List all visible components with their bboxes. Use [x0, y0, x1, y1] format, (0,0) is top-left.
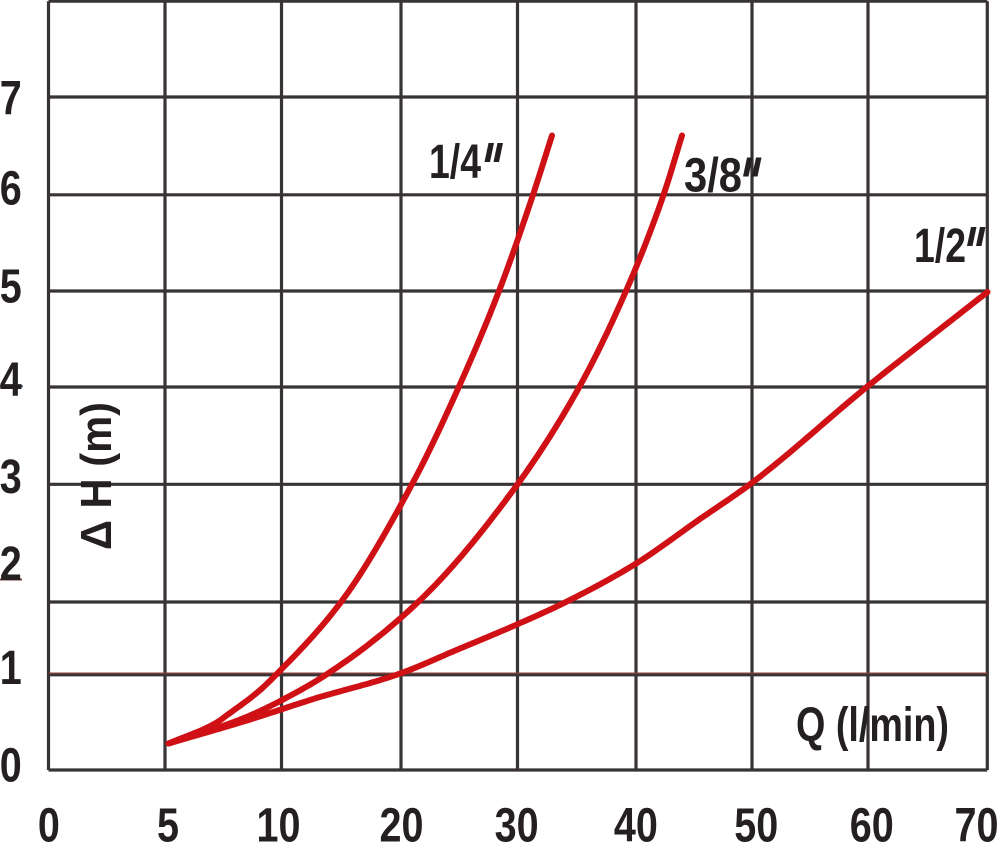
svg-text:2: 2	[0, 538, 22, 591]
svg-text:7: 7	[0, 72, 22, 125]
svg-text:50: 50	[734, 800, 778, 844]
svg-text:4: 4	[0, 354, 22, 407]
svg-text:5: 5	[0, 260, 22, 313]
svg-text:70: 70	[955, 800, 999, 844]
svg-text:1: 1	[0, 642, 22, 695]
svg-text:3: 3	[0, 451, 22, 504]
svg-text:0: 0	[0, 739, 22, 792]
svg-text:10: 10	[257, 800, 301, 844]
svg-text:Q (l/min): Q (l/min)	[796, 699, 949, 752]
svg-text:60: 60	[850, 800, 894, 844]
svg-text:1/2: 1/2	[914, 220, 966, 273]
svg-text:30: 30	[495, 800, 539, 844]
svg-text:0: 0	[38, 800, 60, 844]
svg-text:6: 6	[0, 163, 22, 216]
svg-text:3/8: 3/8	[684, 150, 742, 203]
svg-text:1/4: 1/4	[429, 136, 481, 189]
svg-text:20: 20	[380, 800, 424, 844]
svg-text:5: 5	[157, 800, 179, 844]
svg-text:Δ H (m): Δ H (m)	[72, 402, 121, 550]
svg-text:40: 40	[614, 800, 658, 844]
